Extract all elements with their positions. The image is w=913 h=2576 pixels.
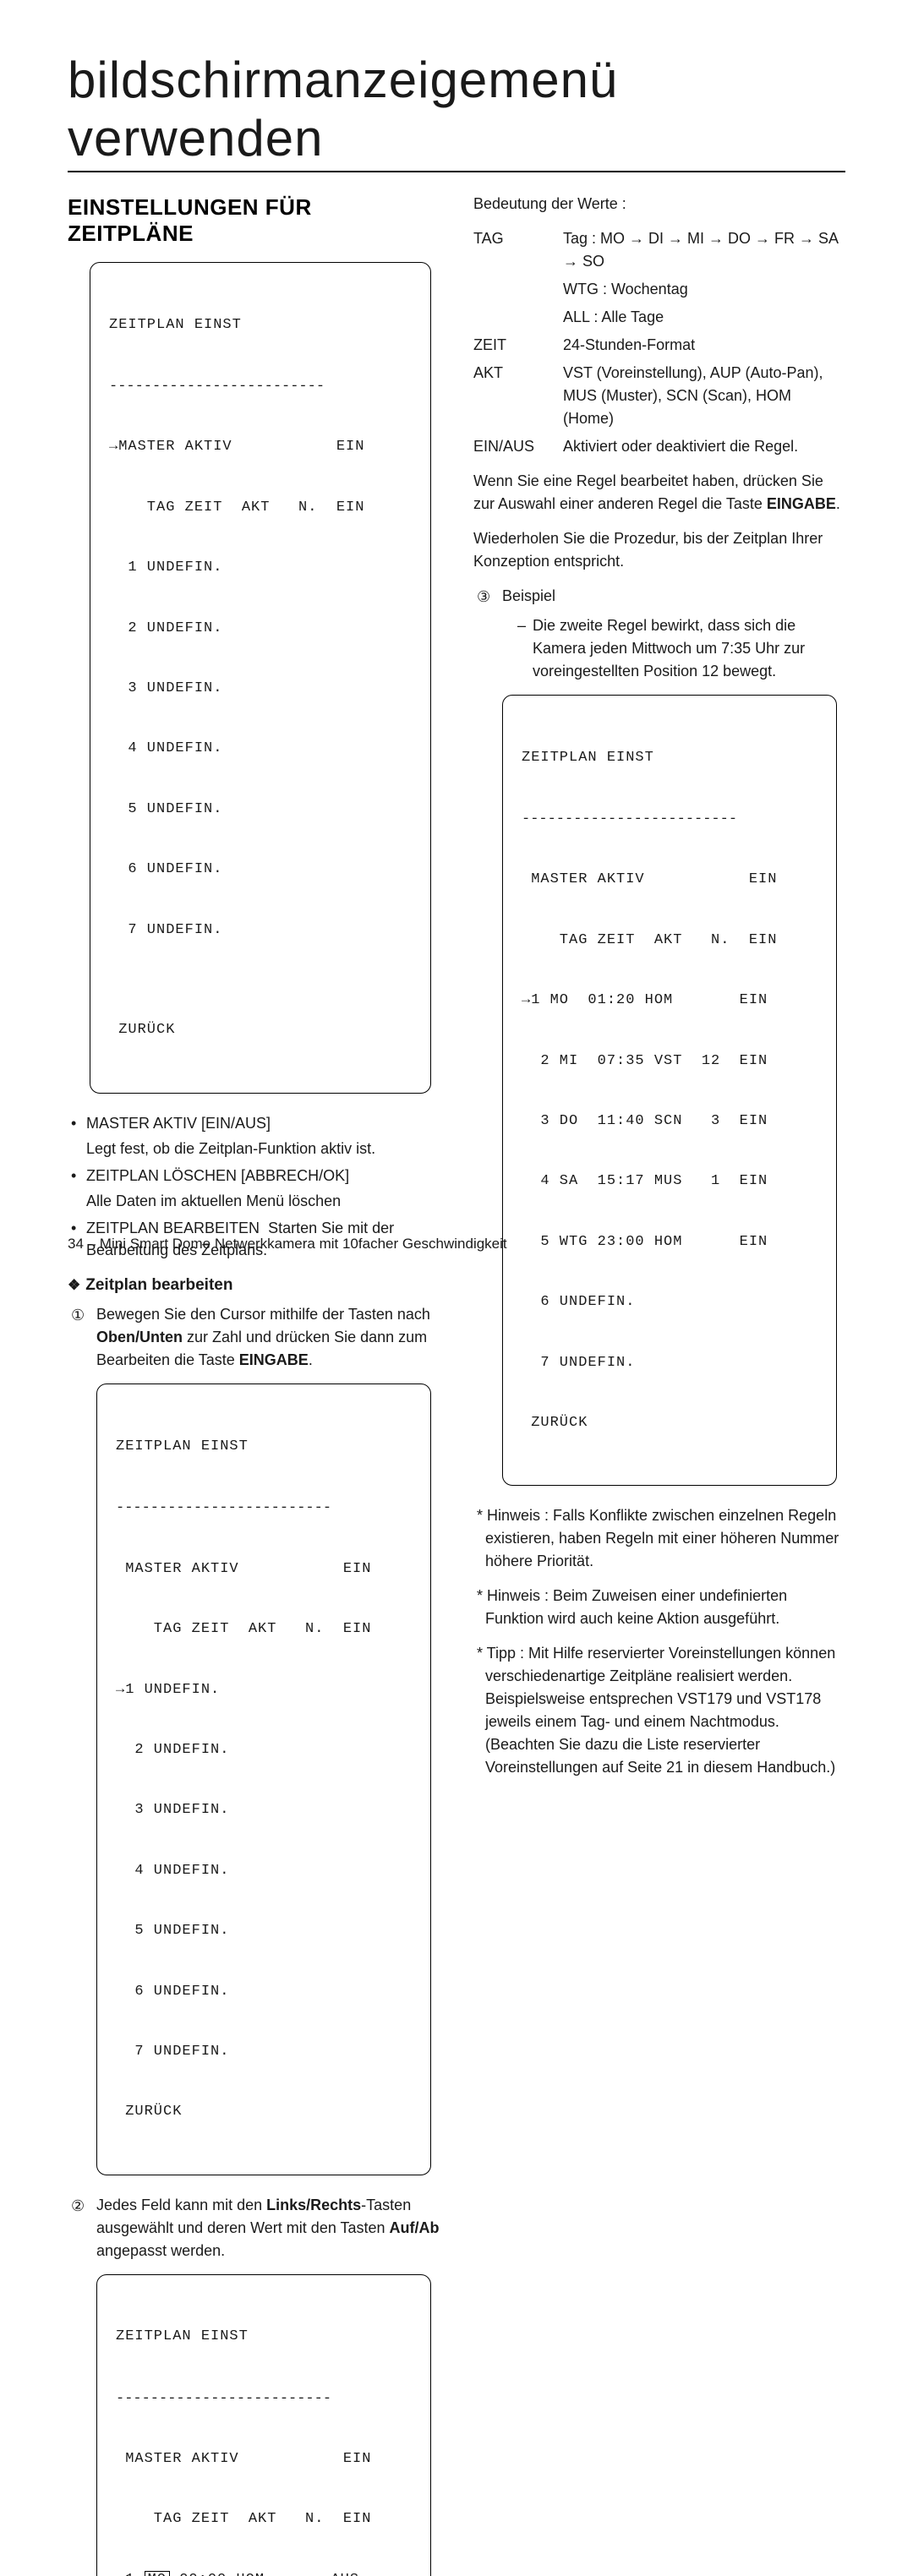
osd-line: 7 UNDEFIN. (522, 1353, 823, 1373)
osd-line: 2 MI 07:35 VST 12 EIN (522, 1051, 823, 1072)
circled-number-icon: ② (71, 2195, 85, 2218)
def-key: TAG (473, 227, 563, 273)
step-1: ① Bewegen Sie den Cursor mithilfe der Ta… (71, 1303, 440, 2175)
osd-divider: ------------------------- (116, 2389, 417, 2410)
dash-list: Die zweite Regel bewirkt, dass sich die … (502, 614, 845, 683)
paragraph: Wenn Sie eine Regel bearbeitet haben, dr… (473, 470, 845, 516)
osd-line: 5 WTG 23:00 HOM EIN (522, 1232, 823, 1253)
osd-line: 6 UNDEFIN. (109, 860, 417, 880)
osd-line: TAG ZEIT AKT N. EIN (109, 498, 417, 518)
def-val: 24-Stunden-Format (563, 334, 845, 357)
osd-box-1: ZEITPLAN EINST -------------------------… (90, 262, 431, 1094)
def-val: Tag : MO → DI → MI → DO → FR → SA → SO (563, 227, 845, 273)
step-2: ② Jedes Feld kann mit den Links/Rechts-T… (71, 2194, 440, 2576)
circled-number-icon: ① (71, 1304, 85, 1327)
osd-divider: ------------------------- (109, 377, 417, 397)
osd-line: 4 UNDEFIN. (109, 739, 417, 759)
page-footer: 34 – Mini Smart Dome Netwerkkamera mit 1… (68, 1236, 507, 1253)
osd-line: 3 UNDEFIN. (116, 1800, 417, 1820)
def-row: WTG : Wochentag (473, 278, 845, 301)
right-column: Bedeutung der Werte : TAG Tag : MO → DI … (473, 188, 845, 2576)
def-key (473, 306, 563, 329)
diamond-icon: ❖ (68, 1277, 80, 1293)
osd-line: 2 UNDEFIN. (116, 1740, 417, 1760)
osd-title: ZEITPLAN EINST (116, 2327, 417, 2347)
def-row: ZEIT 24-Stunden-Format (473, 334, 845, 357)
osd-box-4: ZEITPLAN EINST -------------------------… (502, 695, 837, 1486)
def-row: ALL : Alle Tage (473, 306, 845, 329)
definition-table: TAG Tag : MO → DI → MI → DO → FR → SA → … (473, 227, 845, 458)
bullet-item: MASTER AKTIV [EIN/AUS] Legt fest, ob die… (71, 1112, 440, 1160)
note: * Hinweis : Falls Konflikte zwischen ein… (473, 1504, 845, 1573)
osd-line: TAG ZEIT AKT N. EIN (116, 2509, 417, 2530)
osd-line: ZURÜCK (522, 1413, 823, 1433)
notes: * Hinweis : Falls Konflikte zwischen ein… (473, 1504, 845, 1779)
bullet-body: Alle Daten im aktuellen Menü löschen (86, 1190, 440, 1212)
note: * Tipp : Mit Hilfe reservierter Voreinst… (473, 1642, 845, 1779)
osd-title: ZEITPLAN EINST (109, 315, 417, 336)
osd-line-highlighted: →1 MO 00:00 HOM AUS (116, 2570, 417, 2576)
page-title: bildschirmanzeigemenü verwenden (68, 51, 845, 172)
bullet-head: MASTER AKTIV [EIN/AUS] (86, 1115, 271, 1132)
def-key: AKT (473, 362, 563, 430)
osd-line: MASTER AKTIV EIN (116, 2449, 417, 2470)
osd-line: TAG ZEIT AKT N. EIN (116, 1619, 417, 1640)
dash-item: Die zweite Regel bewirkt, dass sich die … (517, 614, 845, 683)
def-row: AKT VST (Voreinstellung), AUP (Auto-Pan)… (473, 362, 845, 430)
note: * Hinweis : Beim Zuweisen einer undefini… (473, 1585, 845, 1630)
osd-line: 7 UNDEFIN. (116, 2042, 417, 2062)
def-key: EIN/AUS (473, 435, 563, 458)
highlighted-field: MO (145, 2571, 170, 2576)
def-row: EIN/AUS Aktiviert oder deaktiviert die R… (473, 435, 845, 458)
step-3: ③ Beispiel Die zweite Regel bewirkt, das… (477, 585, 845, 1486)
osd-line: 5 UNDEFIN. (109, 800, 417, 820)
osd-line: →1 UNDEFIN. (116, 1680, 417, 1700)
osd-line: 4 SA 15:17 MUS 1 EIN (522, 1171, 823, 1192)
osd-box-2: ZEITPLAN EINST -------------------------… (96, 1384, 431, 2175)
osd-line: 7 UNDEFIN. (109, 920, 417, 941)
def-val: VST (Voreinstellung), AUP (Auto-Pan), MU… (563, 362, 845, 430)
osd-divider: ------------------------- (522, 810, 823, 830)
osd-divider: ------------------------- (116, 1498, 417, 1519)
bullet-head: ZEITPLAN LÖSCHEN [ABBRECH/OK] (86, 1167, 349, 1184)
circled-number-icon: ③ (477, 586, 490, 609)
osd-line: 3 DO 11:40 SCN 3 EIN (522, 1111, 823, 1132)
osd-line: →1 MO 01:20 HOM EIN (522, 991, 823, 1011)
def-val: WTG : Wochentag (563, 278, 845, 301)
osd-title: ZEITPLAN EINST (116, 1437, 417, 1457)
bullet-item: ZEITPLAN LÖSCHEN [ABBRECH/OK] Alle Daten… (71, 1165, 440, 1212)
osd-line: →MASTER AKTIV EIN (109, 437, 417, 457)
osd-title: ZEITPLAN EINST (522, 748, 823, 768)
values-intro: Bedeutung der Werte : (473, 193, 845, 216)
def-key (473, 278, 563, 301)
step-text: Jedes Feld kann mit den Links/Rechts-Tas… (96, 2197, 440, 2259)
step-text: Bewegen Sie den Cursor mithilfe der Tast… (96, 1306, 430, 1368)
bullet-body: Legt fest, ob die Zeitplan-Funktion akti… (86, 1138, 440, 1160)
def-row: TAG Tag : MO → DI → MI → DO → FR → SA → … (473, 227, 845, 273)
def-key: ZEIT (473, 334, 563, 357)
osd-line: ZURÜCK (109, 1020, 417, 1040)
section-heading: EINSTELLUNGEN FÜR ZEITPLÄNE (68, 194, 440, 247)
osd-box-3: ZEITPLAN EINST -------------------------… (96, 2274, 431, 2576)
osd-line: 1 UNDEFIN. (109, 558, 417, 578)
osd-line: MASTER AKTIV EIN (522, 870, 823, 890)
osd-line: 3 UNDEFIN. (109, 679, 417, 699)
def-val: Aktiviert oder deaktiviert die Regel. (563, 435, 845, 458)
osd-line: TAG ZEIT AKT N. EIN (522, 931, 823, 951)
osd-line: MASTER AKTIV EIN (116, 1559, 417, 1580)
osd-line: 4 UNDEFIN. (116, 1861, 417, 1881)
osd-line: 6 UNDEFIN. (522, 1292, 823, 1313)
left-column: EINSTELLUNGEN FÜR ZEITPLÄNE ZEITPLAN EIN… (68, 188, 440, 2576)
edit-heading: ❖Zeitplan bearbeiten (68, 1276, 440, 1295)
osd-line: 5 UNDEFIN. (116, 1921, 417, 1941)
step-list: ① Bewegen Sie den Cursor mithilfe der Ta… (71, 1303, 440, 2576)
def-val: ALL : Alle Tage (563, 306, 845, 329)
step-label: Beispiel (502, 587, 555, 604)
osd-line: ZURÜCK (116, 2102, 417, 2122)
paragraph: Wiederholen Sie die Prozedur, bis der Ze… (473, 527, 845, 573)
osd-line: 2 UNDEFIN. (109, 619, 417, 639)
osd-line: 6 UNDEFIN. (116, 1982, 417, 2002)
step-list-right: ③ Beispiel Die zweite Regel bewirkt, das… (477, 585, 845, 1486)
